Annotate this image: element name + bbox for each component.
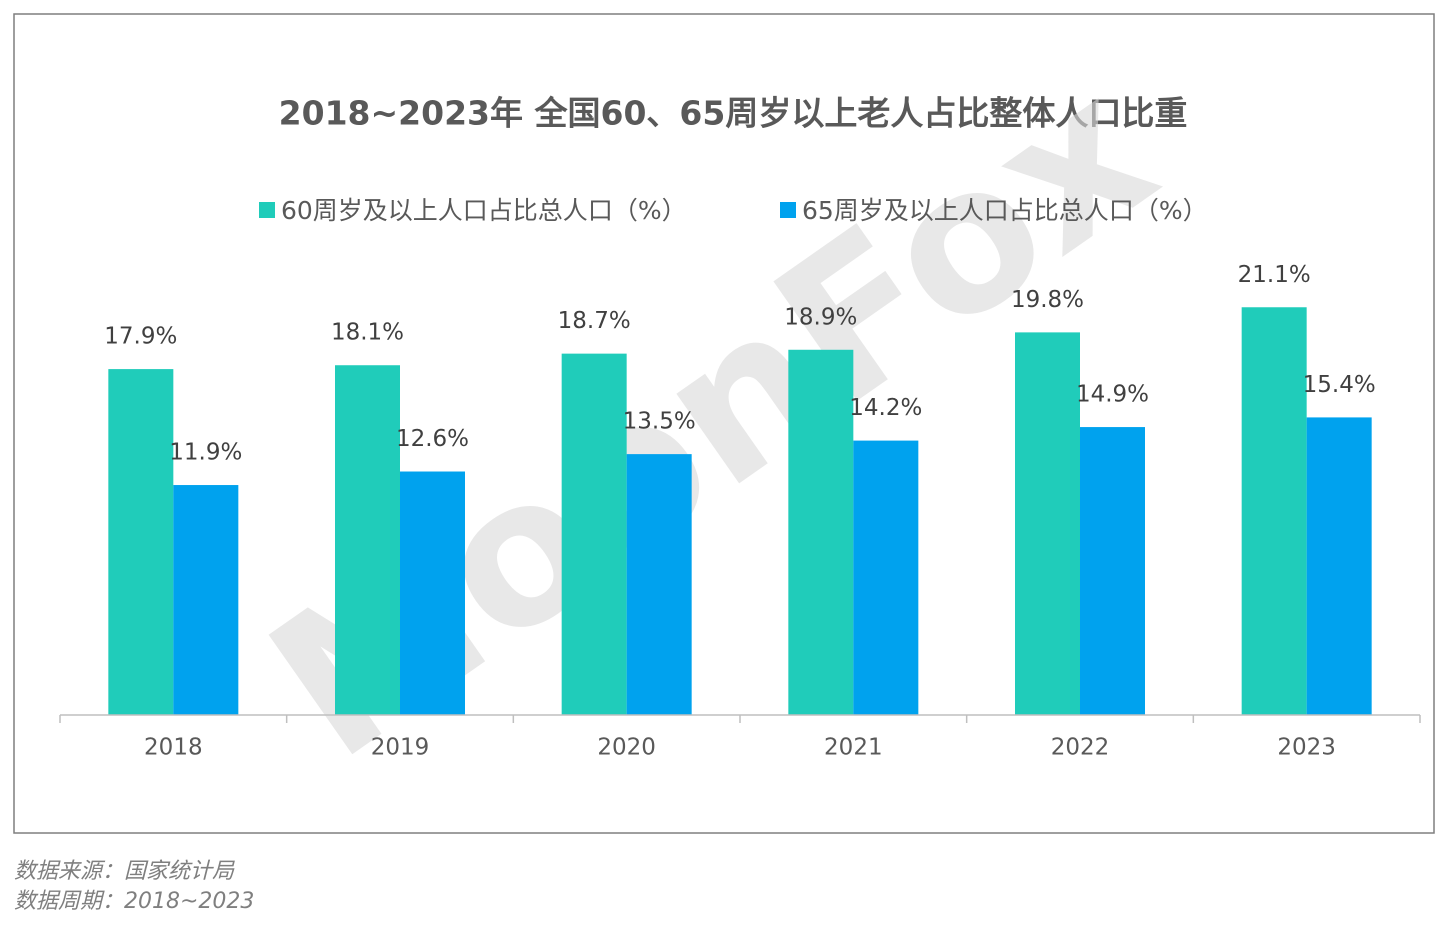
value-label: 18.1% (331, 320, 404, 346)
x-tick-label: 2018 (144, 735, 203, 761)
x-tick-label: 2019 (371, 735, 430, 761)
legend-swatch (780, 202, 796, 218)
footer-period: 数据周期：2018~2023 (14, 889, 254, 914)
bar (853, 440, 919, 715)
bar (1080, 427, 1145, 715)
bar (1306, 417, 1372, 715)
legend-swatch (259, 202, 275, 218)
value-label: 14.2% (849, 395, 922, 421)
value-label: 11.9% (169, 440, 242, 466)
chart-title: 2018~2023年 全国60、65周岁以上老人占比整体人口比重 (279, 94, 1188, 133)
value-label: 19.8% (1011, 287, 1084, 313)
value-label: 12.6% (396, 426, 469, 452)
value-label: 18.9% (784, 304, 857, 330)
bar (626, 454, 692, 715)
bar (561, 353, 627, 715)
value-label: 17.9% (104, 324, 177, 350)
value-label: 21.1% (1238, 262, 1311, 288)
bar (108, 369, 174, 715)
bar (335, 365, 400, 715)
bar (400, 471, 465, 715)
x-tick-label: 2022 (1051, 735, 1110, 761)
value-label: 15.4% (1303, 372, 1376, 398)
bar (1015, 332, 1080, 715)
value-label: 13.5% (623, 409, 696, 435)
value-label: 18.7% (558, 308, 631, 334)
bar (1241, 307, 1307, 715)
x-tick-label: 2020 (597, 735, 656, 761)
x-tick-label: 2021 (824, 735, 883, 761)
bar (788, 349, 854, 715)
chart-frame (13, 13, 1435, 834)
value-label: 14.9% (1076, 382, 1149, 408)
bar (173, 485, 239, 715)
legend-label: 65周岁及以上人口占比总人口（%） (802, 196, 1208, 225)
footer-source: 数据来源：国家统计局 (14, 859, 235, 884)
legend-label: 60周岁及以上人口占比总人口（%） (281, 196, 687, 225)
x-tick-label: 2023 (1277, 735, 1336, 761)
